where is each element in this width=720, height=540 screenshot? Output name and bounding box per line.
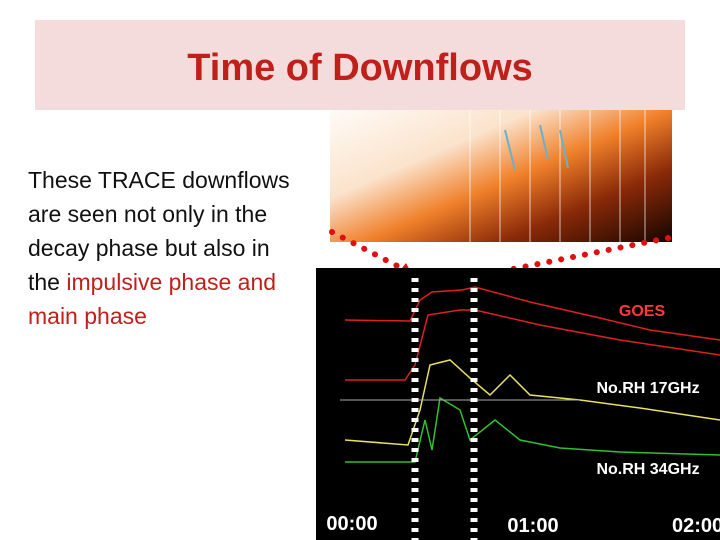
pointer-arrows <box>329 229 671 277</box>
time-label: 01:00 <box>507 515 558 537</box>
curve-label: No.RH 34GHz <box>596 461 699 478</box>
body-highlight: impulsive phase and main phase <box>28 269 277 329</box>
title-box <box>35 20 685 110</box>
curve-label: GOES <box>619 303 666 320</box>
body-text: These TRACE downflows are seen not only … <box>28 163 290 333</box>
time-label: 00:00 <box>326 513 377 535</box>
plot-panel <box>316 268 720 540</box>
time-label: 02:00 <box>672 515 720 537</box>
trace-image <box>330 95 672 242</box>
slide-title: Time of Downflows <box>187 47 533 89</box>
time-markers <box>411 278 478 540</box>
curve-label: No.RH 17GHz <box>596 380 699 397</box>
body-plain: These TRACE downflows are seen not only … <box>28 167 290 295</box>
